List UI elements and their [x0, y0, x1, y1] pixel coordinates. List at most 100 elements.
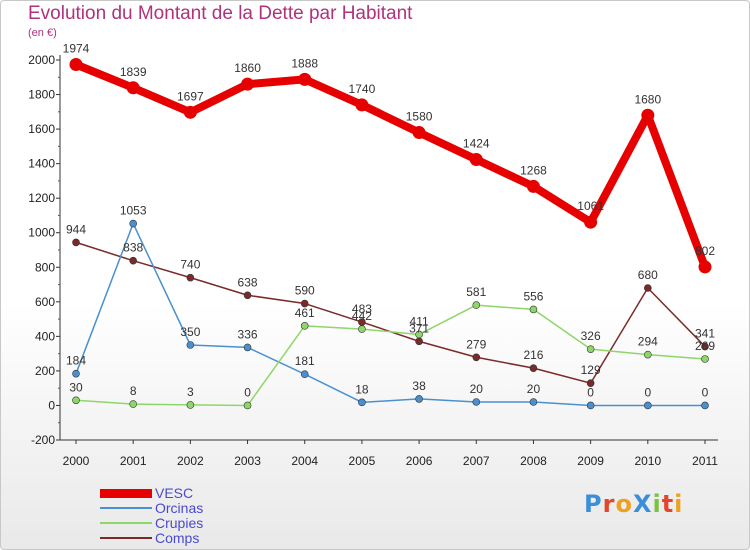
- logo-letter: i: [652, 490, 662, 518]
- data-point-crupies: [472, 301, 481, 309]
- data-point-vesc: [584, 215, 598, 229]
- data-label-crupies: 556: [523, 289, 543, 303]
- data-label-comps: 216: [523, 348, 543, 362]
- data-point-orcinas: [358, 398, 366, 407]
- x-tick-label: 2000: [63, 454, 90, 468]
- data-point-crupies: [701, 355, 709, 363]
- data-point-orcinas: [644, 401, 652, 410]
- y-tick-label: 1200: [28, 191, 55, 205]
- y-tick-label: 800: [35, 260, 55, 274]
- data-label-crupies: 3: [187, 385, 194, 399]
- data-label-orcinas: 181: [295, 354, 315, 368]
- data-point-orcinas: [243, 343, 252, 352]
- data-label-orcinas: 1053: [120, 204, 147, 218]
- data-label-comps: 279: [466, 337, 486, 351]
- data-point-orcinas: [129, 219, 137, 228]
- data-label-vesc: 1580: [406, 110, 433, 124]
- y-tick-label: 200: [35, 364, 55, 378]
- series-line-orcinas: [75, 222, 706, 407]
- y-tick-label: 1400: [28, 157, 55, 171]
- data-label-orcinas: 38: [412, 379, 426, 393]
- chart-title: Evolution du Montant de la Dette par Hab…: [28, 3, 413, 24]
- data-label-vesc: 1680: [634, 92, 661, 106]
- data-point-vesc: [183, 105, 197, 119]
- data-point-crupies: [358, 325, 366, 333]
- data-point-orcinas: [472, 398, 481, 406]
- series-line-vesc: [72, 60, 709, 271]
- data-point-vesc: [241, 77, 255, 91]
- data-point-vesc: [698, 260, 712, 274]
- data-label-vesc: 1424: [463, 136, 490, 150]
- data-point-vesc: [641, 108, 655, 122]
- data-point-orcinas: [529, 398, 538, 406]
- series-points: [69, 57, 712, 410]
- data-label-orcinas: 18: [355, 382, 369, 396]
- x-tick-label: 2005: [349, 454, 376, 468]
- data-label-crupies: 442: [352, 309, 372, 323]
- logo-letter: o: [615, 490, 633, 518]
- data-point-vesc: [412, 126, 426, 140]
- x-tick-label: 2003: [234, 454, 261, 468]
- data-label-crupies: 294: [638, 335, 658, 349]
- data-label-crupies: 411: [410, 314, 429, 328]
- data-label-comps: 341: [695, 327, 715, 341]
- data-labels: 9448387406385904833712792161296803411841…: [63, 41, 716, 399]
- data-point-comps: [243, 291, 252, 300]
- data-label-orcinas: 20: [527, 382, 541, 396]
- x-tick-label: 2010: [634, 454, 661, 468]
- axes: -200020040060080010001200140016001800200…: [28, 53, 718, 468]
- data-label-vesc: 1860: [234, 61, 261, 75]
- y-tick-label: 400: [35, 329, 55, 343]
- data-label-comps: 638: [238, 275, 258, 289]
- data-point-comps: [72, 238, 80, 247]
- data-point-crupies: [586, 345, 595, 353]
- data-point-orcinas: [415, 395, 423, 403]
- legend-label: Orcinas: [155, 500, 204, 516]
- data-point-crupies: [529, 305, 538, 314]
- data-label-orcinas: 350: [180, 325, 200, 339]
- data-label-comps: 129: [581, 363, 601, 377]
- y-tick-label: 0: [48, 398, 55, 412]
- series-line-comps: [75, 241, 706, 384]
- data-label-orcinas: 0: [644, 385, 651, 399]
- data-point-crupies: [644, 350, 652, 359]
- x-tick-label: 2011: [692, 454, 718, 468]
- data-point-comps: [300, 299, 309, 308]
- data-label-vesc: 1839: [120, 65, 147, 79]
- legend-swatch: [100, 522, 152, 524]
- data-label-crupies: 0: [244, 385, 251, 399]
- series-line-crupies: [75, 304, 706, 407]
- y-tick-label: -200: [31, 433, 55, 447]
- logo-letter: X: [632, 490, 653, 518]
- legend-label: Crupies: [155, 515, 204, 531]
- data-point-vesc: [469, 152, 483, 166]
- data-label-orcinas: 0: [587, 385, 594, 399]
- y-tick-label: 2000: [28, 53, 55, 67]
- data-point-crupies: [300, 322, 309, 330]
- data-label-vesc: 1697: [177, 89, 204, 103]
- logo-letter: r: [602, 490, 616, 518]
- data-label-vesc: 1268: [520, 163, 547, 177]
- legend-label: Comps: [155, 530, 200, 546]
- proxiti-logo: ProXiti: [584, 490, 683, 518]
- data-label-crupies: 269: [695, 339, 715, 353]
- data-point-orcinas: [586, 401, 595, 410]
- data-point-orcinas: [72, 369, 80, 378]
- x-tick-label: 2002: [177, 454, 204, 468]
- data-label-comps: 483: [352, 302, 372, 316]
- logo-letter: P: [584, 490, 603, 518]
- data-point-comps: [701, 342, 709, 351]
- chart-subtitle: (en €): [28, 27, 57, 39]
- data-label-crupies: 30: [69, 380, 83, 394]
- data-point-orcinas: [186, 341, 195, 349]
- data-point-comps: [472, 353, 481, 362]
- y-tick-label: 1800: [28, 88, 55, 102]
- data-label-orcinas: 0: [702, 385, 709, 399]
- data-label-comps: 740: [180, 258, 200, 272]
- logo-letter: t: [661, 490, 675, 518]
- data-point-orcinas: [300, 370, 309, 378]
- legend-swatch: [100, 488, 152, 498]
- y-tick-label: 1600: [28, 122, 55, 136]
- x-tick-label: 2008: [520, 454, 547, 468]
